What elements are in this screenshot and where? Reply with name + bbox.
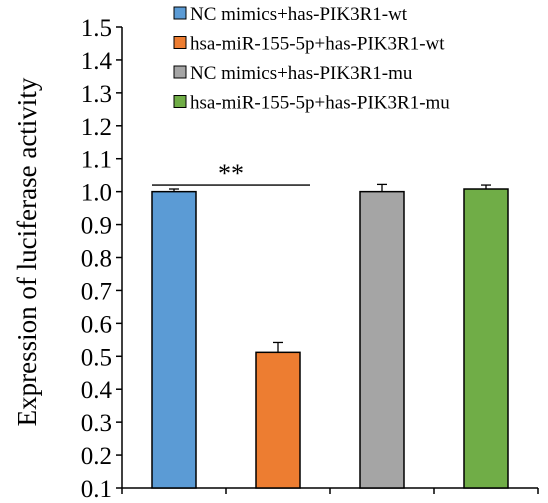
legend-swatch [173,36,187,49]
y-tick-label: 0.7 [81,278,112,305]
legend-label: NC mimics+has-PIK3R1-mu [190,63,413,84]
y-tick-label: 1.5 [81,15,112,42]
y-tick-label: 1.2 [81,114,112,141]
legend-label: hsa-miR-155-5p+has-PIK3R1-mu [190,93,450,114]
legend-label: hsa-miR-155-5p+has-PIK3R1-wt [190,34,445,55]
y-tick-label: 0.9 [81,213,112,240]
y-axis-label: Expression of luciferase activity [12,77,42,426]
legend-label: NC mimics+has-PIK3R1-wt [190,4,408,25]
bar [255,351,301,489]
y-tick-label: 0.1 [81,476,112,503]
legend-swatch [173,6,187,20]
y-tick-label: 0.5 [81,344,112,371]
y-tick-label: 0.2 [81,443,112,470]
y-tick-label: 0.3 [81,410,112,437]
significance-label: ** [218,159,244,188]
y-tick-label: 1.4 [81,48,113,75]
y-tick-label: 1.0 [81,180,112,207]
y-tick-label: 0.8 [81,246,112,273]
legend-swatch [173,95,187,108]
y-tick-label: 1.1 [81,147,112,174]
bar [359,190,405,489]
bar [463,188,509,489]
y-tick-label: 1.3 [81,81,112,108]
bar [151,190,197,489]
y-tick-label: 0.6 [81,311,112,338]
y-tick-label: 0.4 [81,377,113,404]
legend-swatch [173,65,187,79]
